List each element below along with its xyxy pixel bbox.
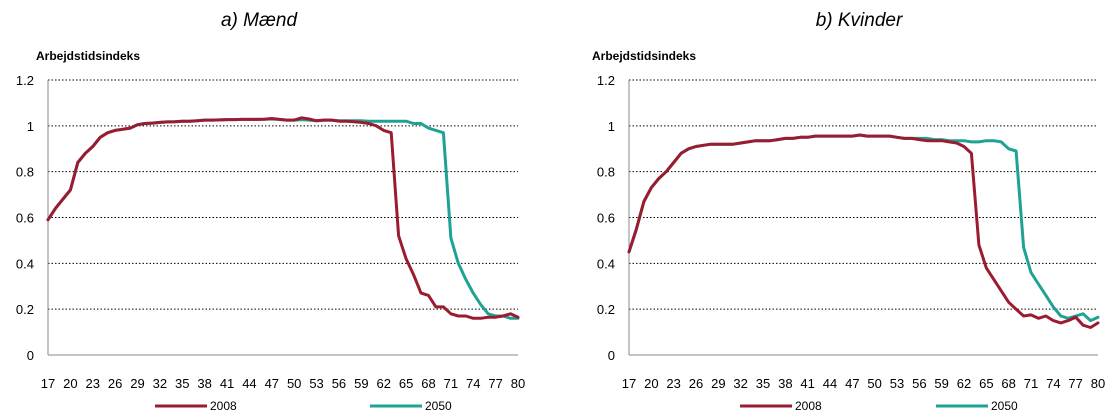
x-tick-label-a-8: 41 — [220, 376, 234, 391]
y-tick-label-a-3: 0.6 — [16, 211, 34, 226]
x-tick-label-b-0: 17 — [622, 376, 636, 391]
x-tick-label-b-15: 62 — [957, 376, 971, 391]
x-tick-label-a-14: 59 — [354, 376, 368, 391]
y-tick-label-b-0: 0 — [608, 348, 615, 363]
y-tick-label-b-4: 0.8 — [597, 165, 615, 180]
x-tick-label-a-10: 47 — [265, 376, 279, 391]
x-tick-label-a-20: 77 — [488, 376, 502, 391]
x-tick-label-b-9: 44 — [823, 376, 837, 391]
x-tick-label-b-2: 23 — [666, 376, 680, 391]
x-tick-label-a-1: 20 — [63, 376, 77, 391]
legend-label-a-2008: 2008 — [210, 399, 237, 413]
y-tick-label-a-4: 0.8 — [16, 165, 34, 180]
x-tick-label-a-19: 74 — [466, 376, 480, 391]
legend-label-a-2050: 2050 — [425, 399, 452, 413]
x-tick-label-a-5: 32 — [153, 376, 167, 391]
x-tick-label-b-11: 50 — [867, 376, 881, 391]
x-tick-label-a-6: 35 — [175, 376, 189, 391]
y-tick-label-b-1: 0.2 — [597, 302, 615, 317]
x-tick-label-b-4: 29 — [711, 376, 725, 391]
x-tick-label-a-9: 44 — [242, 376, 256, 391]
x-tick-label-b-12: 53 — [890, 376, 904, 391]
chart-panel-a: a) Mænd Arbejdstidsindeks 0 0.2 0.4 0.6 0.8 1 1.… — [16, 10, 525, 413]
x-tick-label-b-17: 68 — [1001, 376, 1015, 391]
y-tick-label-a-2: 0.4 — [16, 256, 34, 271]
y-tick-label-b-5: 1 — [608, 119, 615, 134]
x-tick-label-b-3: 26 — [689, 376, 703, 391]
y-tick-label-b-6: 1.2 — [597, 73, 615, 88]
x-tick-label-b-13: 56 — [912, 376, 926, 391]
x-tick-label-a-17: 68 — [421, 376, 435, 391]
y-axis-label-a: Arbejdstidsindeks — [36, 49, 140, 63]
x-tick-label-b-5: 32 — [733, 376, 747, 391]
x-tick-label-a-21: 80 — [511, 376, 525, 391]
series-line-b-2050 — [627, 133, 1100, 323]
x-tick-label-b-14: 59 — [934, 376, 948, 391]
x-tick-label-a-7: 38 — [197, 376, 211, 391]
x-tick-label-a-3: 26 — [108, 376, 122, 391]
y-axis-label-b: Arbejdstidsindeks — [592, 49, 696, 63]
x-tick-label-b-8: 41 — [800, 376, 814, 391]
chart-panel-b: b) Kvinder Arbejdstidsindeks 0 0.2 0.4 0.6 0.8… — [554, 0, 1108, 419]
series-line-a-2008 — [46, 116, 520, 320]
x-tick-label-a-13: 56 — [332, 376, 346, 391]
chart-title-b: b) Kvinder — [816, 10, 903, 31]
x-tick-label-b-19: 74 — [1046, 376, 1060, 391]
x-tick-label-a-2: 23 — [86, 376, 100, 391]
x-tick-label-b-6: 35 — [756, 376, 770, 391]
x-tick-label-b-21: 80 — [1091, 376, 1105, 391]
x-tick-label-b-20: 77 — [1068, 376, 1082, 391]
x-tick-label-a-12: 53 — [309, 376, 323, 391]
y-tick-label-a-0: 0 — [27, 348, 34, 363]
y-tick-label-b-3: 0.6 — [597, 211, 615, 226]
y-tick-label-b-2: 0.4 — [597, 256, 615, 271]
y-tick-label-a-6: 1.2 — [16, 73, 34, 88]
chart-svg-a: a) Mænd Arbejdstidsindeks 0 0.2 0.4 0.6 0.8 1 1.… — [16, 10, 525, 413]
y-tick-label-a-1: 0.2 — [16, 302, 34, 317]
x-tick-label-a-16: 65 — [399, 376, 413, 391]
x-tick-label-a-11: 50 — [287, 376, 301, 391]
chart-title-a: a) Mænd — [221, 10, 298, 31]
x-tick-label-a-0: 17 — [41, 376, 55, 391]
x-tick-label-b-16: 65 — [979, 376, 993, 391]
series-line-a-2050 — [46, 117, 520, 320]
chart-svg-b: b) Kvinder Arbejdstidsindeks 0 0.2 0.4 0.6 0.8… — [592, 10, 1105, 413]
x-tick-label-b-18: 71 — [1024, 376, 1038, 391]
x-tick-label-b-1: 20 — [644, 376, 658, 391]
x-tick-label-a-18: 71 — [444, 376, 458, 391]
y-tick-label-a-5: 1 — [27, 119, 34, 134]
x-tick-label-a-15: 62 — [376, 376, 390, 391]
x-tick-label-b-7: 38 — [778, 376, 792, 391]
legend-label-b-2050: 2050 — [991, 399, 1018, 413]
x-tick-label-a-4: 29 — [130, 376, 144, 391]
legend-label-b-2008: 2008 — [795, 399, 822, 413]
x-tick-label-b-10: 47 — [845, 376, 859, 391]
series-line-b-2008 — [627, 133, 1100, 329]
